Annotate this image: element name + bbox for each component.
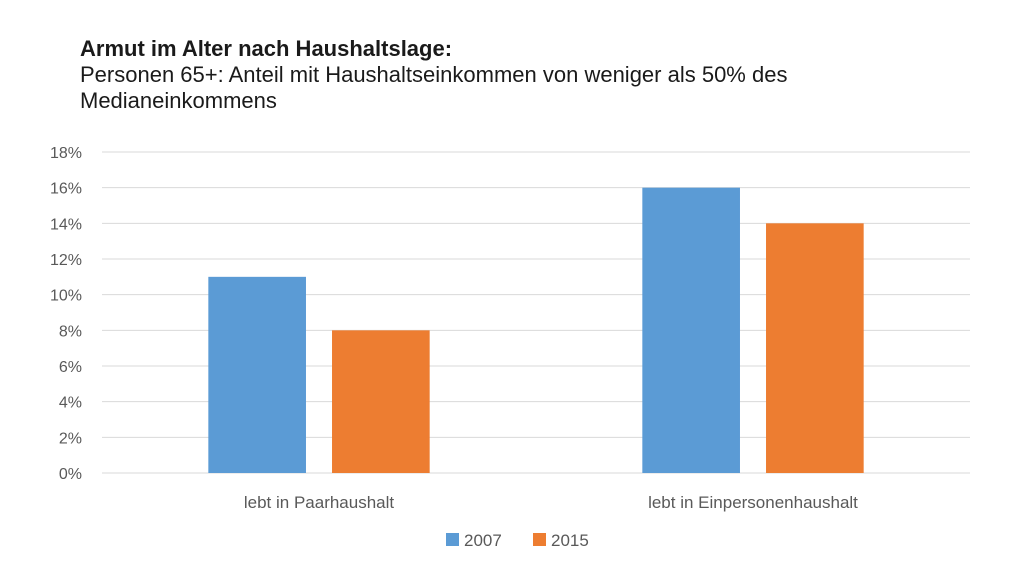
y-tick-label-16: 16% [50, 181, 82, 198]
legend-swatch-2007 [446, 533, 459, 546]
legend: 2007 2015 [446, 531, 589, 550]
y-tick-label-0: 0% [59, 466, 82, 483]
bars [208, 187, 864, 473]
title-subtitle: Personen 65+: Anteil mit Haushaltseinkom… [80, 62, 788, 113]
legend-label-2007: 2007 [464, 531, 502, 550]
x-category-label-1: lebt in Paarhaushalt [244, 493, 395, 512]
bar-2007-2 [642, 187, 740, 473]
x-category-label-2: lebt in Einpersonenhaushalt [648, 493, 858, 512]
y-tick-label-18: 18% [50, 145, 82, 162]
y-tick-label-12: 12% [50, 252, 82, 269]
y-tick-label-8: 8% [59, 323, 82, 340]
y-axis-tick-labels: 0% 2% 4% 6% 8% 10% 12% 14% 16% 18% [50, 145, 82, 483]
y-tick-label-6: 6% [59, 359, 82, 376]
title-bold: Armut im Alter nach Haushaltslage: [80, 36, 453, 61]
bar-2015-2 [766, 223, 864, 473]
x-axis-category-labels: lebt in Paarhaushalt lebt in Einpersonenh… [244, 493, 858, 512]
legend-label-2015: 2015 [551, 531, 589, 550]
y-tick-label-2: 2% [59, 430, 82, 447]
slide-title: Armut im Alter nach Haushaltslage: Perso… [80, 36, 960, 114]
y-tick-label-10: 10% [50, 288, 82, 305]
legend-swatch-2015 [533, 533, 546, 546]
bar-2007-1 [208, 276, 306, 473]
y-tick-label-14: 14% [50, 216, 82, 233]
bar-2015-1 [332, 330, 430, 473]
y-tick-label-4: 4% [59, 395, 82, 412]
